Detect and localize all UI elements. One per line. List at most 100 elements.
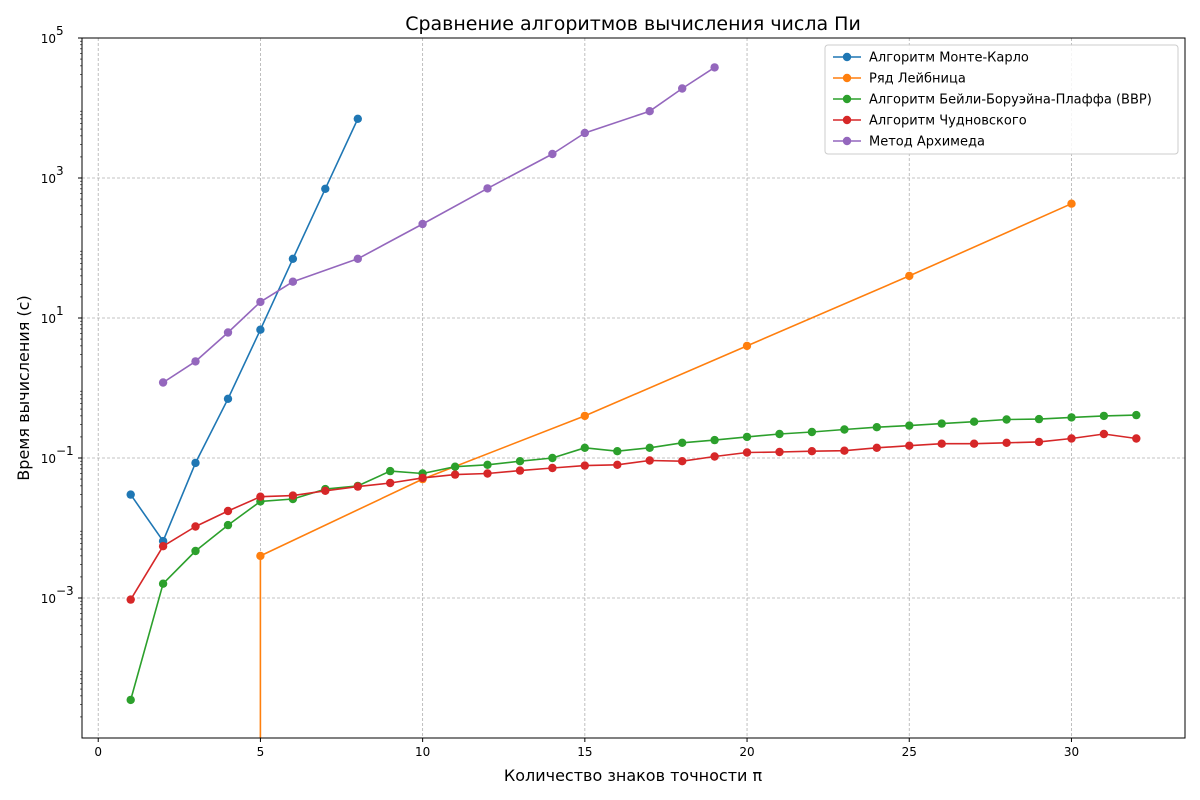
legend-swatch-marker [842, 136, 852, 146]
data-point [483, 460, 492, 469]
legend-swatch-marker [842, 115, 852, 125]
data-point [775, 429, 784, 439]
data-point [905, 441, 914, 450]
data-point [580, 461, 589, 470]
data-point [386, 478, 395, 488]
data-point [288, 277, 298, 286]
data-point [256, 551, 265, 561]
y-tick-label: 10 [41, 172, 56, 186]
x-tick-label: 0 [94, 745, 102, 759]
data-point [580, 443, 589, 452]
plot-frame [81, 37, 1186, 739]
data-point [353, 114, 362, 124]
data-point [1099, 411, 1109, 421]
data-point [191, 522, 200, 531]
chart-title: Сравнение алгоритмов вычисления числа Пи [405, 13, 861, 35]
data-point [1132, 434, 1141, 443]
data-point [613, 460, 622, 469]
legend-label: Алгоритм Монте-Карло [869, 51, 1029, 66]
data-point [191, 458, 200, 468]
y-tick-label: 10 [41, 312, 56, 326]
x-tick-label: 10 [415, 745, 430, 759]
data-point [321, 486, 330, 495]
data-point [1034, 414, 1044, 424]
data-point [905, 271, 914, 281]
y-tick-exponent: −1 [56, 444, 74, 458]
y-tick-exponent: 3 [56, 164, 64, 178]
data-point [158, 378, 168, 387]
data-point [710, 452, 719, 461]
data-point [321, 184, 330, 193]
data-point [158, 542, 168, 551]
data-point [126, 490, 135, 499]
data-point [840, 446, 849, 455]
data-point [223, 328, 233, 337]
data-point [1067, 199, 1076, 208]
data-point [515, 457, 525, 466]
series-4 [158, 63, 719, 387]
data-point [905, 421, 914, 430]
data-point [678, 457, 687, 466]
data-point [742, 448, 752, 457]
data-point [969, 417, 979, 426]
y-tick-label: 10 [41, 32, 56, 46]
data-point [1002, 438, 1011, 447]
y-tick-base: 10 [41, 312, 56, 326]
data-point [710, 435, 719, 445]
series-layer [126, 63, 1141, 738]
data-point [710, 63, 719, 72]
data-point [418, 219, 427, 229]
data-point [353, 254, 362, 263]
data-point [126, 695, 135, 705]
data-point [223, 520, 233, 530]
data-point [191, 357, 200, 366]
data-point [969, 439, 979, 448]
y-tick-base: 10 [41, 592, 56, 606]
data-point [645, 456, 654, 465]
legend-swatch-marker [842, 52, 852, 62]
legend-label: Метод Архимеда [869, 135, 985, 150]
data-point [1132, 410, 1141, 420]
data-point [775, 447, 784, 457]
data-point [678, 84, 687, 93]
x-tick-label: 15 [577, 745, 592, 759]
data-point [645, 107, 654, 116]
data-point [1002, 415, 1011, 424]
data-point [158, 579, 168, 588]
data-point [1034, 437, 1044, 447]
y-tick-exponent: −3 [56, 584, 74, 598]
data-point [223, 394, 233, 403]
data-point [742, 432, 752, 442]
data-point [418, 473, 427, 483]
legend-label: Ряд Лейбница [869, 72, 966, 87]
x-axis-label: Количество знаков точности π [504, 766, 763, 785]
data-point [483, 469, 492, 478]
series-1 [256, 199, 1076, 738]
y-tick-base: 10 [41, 172, 56, 186]
data-point [256, 492, 265, 501]
series-3 [126, 429, 1141, 604]
legend-label: Алгоритм Чудновского [869, 114, 1027, 129]
data-point [450, 462, 460, 471]
data-point [515, 466, 525, 475]
data-point [548, 149, 557, 159]
series-line [130, 118, 359, 542]
data-point [288, 491, 298, 500]
data-point [840, 425, 849, 434]
legend: Алгоритм Монте-Карло Ряд Лейбница Алгоритм… [824, 44, 1179, 155]
legend-label: Алгоритм Бейли-Боруэйна-Плаффа (BBP) [869, 93, 1152, 108]
data-point [483, 184, 492, 193]
data-point [872, 443, 881, 452]
data-point [580, 128, 589, 138]
series-line [129, 414, 1137, 701]
y-tick-exponent: 1 [56, 304, 64, 318]
series-line [130, 433, 1137, 601]
data-point [256, 325, 265, 334]
data-point [288, 254, 298, 263]
data-point [580, 411, 589, 421]
data-point [450, 470, 460, 479]
legend-swatch-marker [842, 94, 852, 104]
legend-box [824, 44, 1179, 155]
